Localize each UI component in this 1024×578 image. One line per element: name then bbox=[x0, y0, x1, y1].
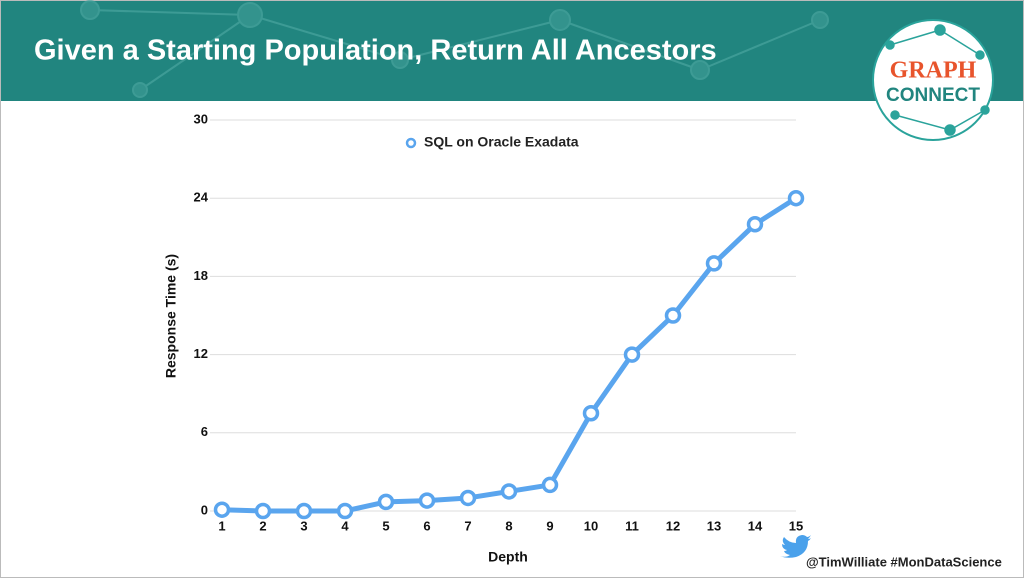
data-point bbox=[746, 216, 764, 233]
data-point bbox=[418, 492, 436, 509]
legend-marker bbox=[405, 137, 417, 149]
data-point bbox=[500, 483, 518, 500]
legend-label: SQL on Oracle Exadata bbox=[424, 134, 579, 150]
x-tick-label: 5 bbox=[382, 518, 389, 533]
x-tick-label: 6 bbox=[423, 518, 430, 533]
data-point bbox=[254, 502, 272, 520]
y-tick-label: 12 bbox=[194, 346, 208, 361]
data-point bbox=[787, 189, 805, 207]
y-tick-label: 0 bbox=[201, 502, 208, 517]
data-point bbox=[705, 255, 723, 272]
footer: @TimWilliate #MonDataScience bbox=[806, 554, 1002, 569]
data-point bbox=[541, 476, 559, 494]
x-tick-label: 1 bbox=[218, 518, 225, 533]
x-tick-label: 11 bbox=[625, 518, 639, 533]
logo-network bbox=[885, 24, 990, 136]
y-tick-label: 24 bbox=[194, 190, 209, 205]
data-point bbox=[459, 489, 477, 507]
x-axis-label: Depth bbox=[488, 549, 528, 565]
x-tick-label: 13 bbox=[707, 518, 721, 533]
x-tick-label: 7 bbox=[464, 518, 471, 533]
twitter-icon bbox=[780, 535, 811, 558]
logo-top: GRAPH bbox=[890, 58, 977, 84]
data-point bbox=[582, 405, 600, 422]
x-tick-label: 2 bbox=[259, 518, 266, 533]
header-network bbox=[80, 0, 829, 98]
logo bbox=[872, 19, 994, 141]
logo-bottom: CONNECT bbox=[886, 85, 980, 106]
data-point bbox=[664, 307, 682, 324]
y-tick-label: 6 bbox=[201, 424, 208, 439]
x-tick-label: 14 bbox=[748, 518, 763, 533]
data-point bbox=[213, 501, 231, 518]
y-tick-label: 30 bbox=[194, 111, 208, 126]
y-tick-label: 18 bbox=[194, 268, 208, 283]
x-tick-label: 9 bbox=[546, 518, 553, 533]
data-point bbox=[336, 502, 354, 520]
slide-title: Given a Starting Population, Return All … bbox=[34, 35, 717, 67]
data-point bbox=[623, 346, 641, 363]
x-tick-label: 10 bbox=[584, 518, 598, 533]
data-point bbox=[295, 502, 313, 520]
data-point bbox=[377, 493, 395, 511]
x-tick-label: 15 bbox=[789, 518, 803, 533]
x-tick-label: 4 bbox=[341, 518, 349, 533]
x-tick-label: 8 bbox=[505, 518, 512, 533]
x-tick-label: 12 bbox=[666, 518, 680, 533]
y-axis-label: Response Time (s) bbox=[163, 254, 179, 378]
header-band bbox=[1, 1, 1023, 101]
x-tick-label: 3 bbox=[300, 518, 307, 533]
